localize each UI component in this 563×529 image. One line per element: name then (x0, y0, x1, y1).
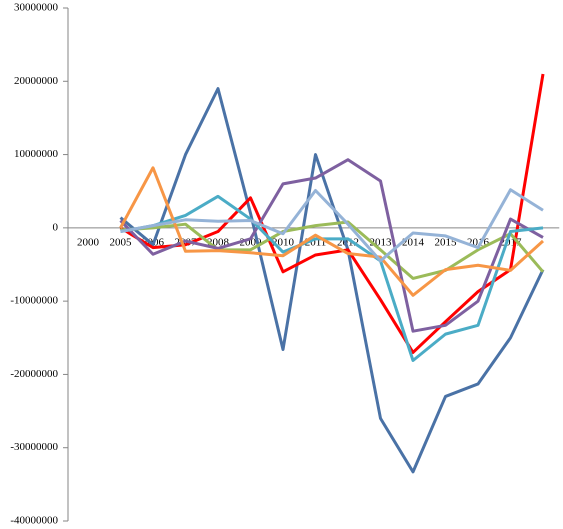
series-line (119, 166, 545, 297)
series-line (120, 188, 544, 263)
y-tick-label: 20000000 (14, 75, 59, 87)
y-tick-label: -40000000 (10, 515, 58, 527)
series-line (120, 220, 545, 280)
x-tick-label: 2000 (77, 236, 100, 248)
series-line (119, 73, 545, 354)
series-line (120, 194, 544, 363)
y-tick-label: 30000000 (14, 2, 59, 14)
y-tick-label: -20000000 (10, 368, 58, 380)
y-tick-label: -10000000 (10, 295, 58, 307)
x-tick-label: 2005 (110, 236, 133, 248)
series-line (119, 87, 545, 474)
series-line (119, 158, 544, 333)
y-tick-label: -30000000 (10, 441, 58, 453)
y-tick-label: 10000000 (14, 148, 59, 160)
y-tick-label: 0 (53, 221, 59, 233)
